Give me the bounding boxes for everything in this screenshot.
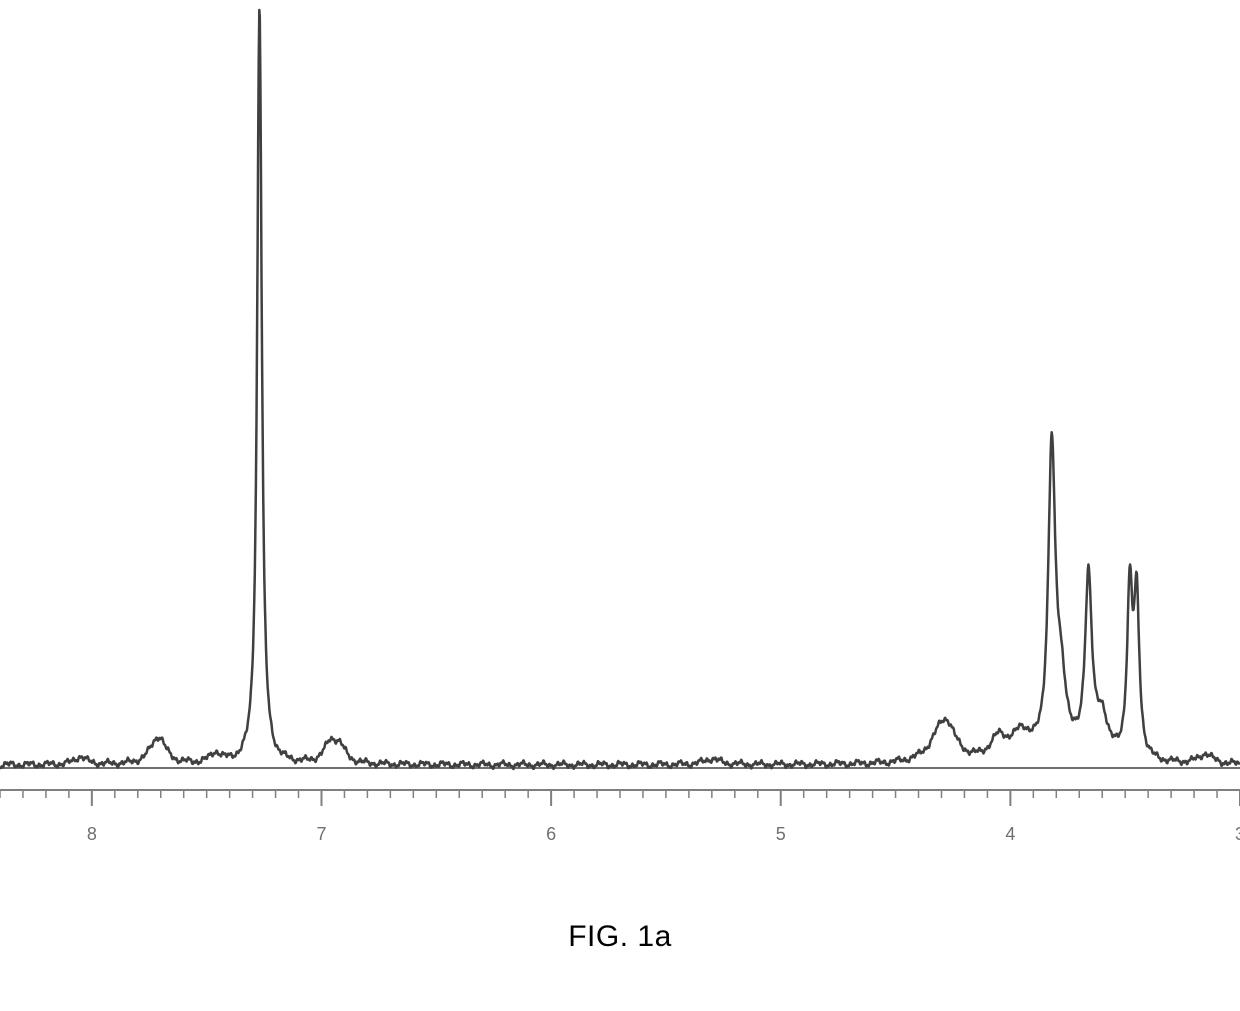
nmr-spectrum: 8 7 6 5 4 3 — [0, 0, 1240, 1011]
x-tick-label: 7 — [316, 824, 326, 844]
spectrum-trace — [0, 10, 1240, 769]
figure-caption: FIG. 1a — [0, 920, 1240, 954]
x-tick-label: 3 — [1235, 824, 1240, 844]
x-tick-label: 4 — [1005, 824, 1015, 844]
x-tick-label: 5 — [776, 824, 786, 844]
x-tick-label: 6 — [546, 824, 556, 844]
x-tick-label: 8 — [87, 824, 97, 844]
